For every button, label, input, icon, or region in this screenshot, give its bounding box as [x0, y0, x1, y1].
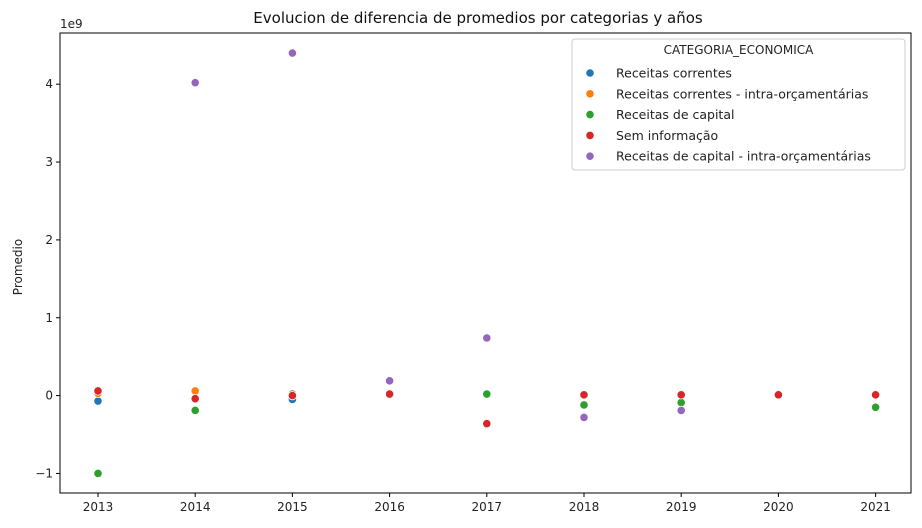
- data-point: [93, 396, 103, 406]
- y-axis-label: Promedio: [11, 239, 25, 295]
- plot-area: 2013 2014 2015 2016 2017 2018 2019 2020 2021 −1 0 1…: [35, 32, 912, 514]
- x-tick-label: 2014: [180, 500, 211, 514]
- x-tick-label: 2013: [83, 500, 114, 514]
- legend-marker: [585, 89, 595, 99]
- x-tick-label: 2018: [569, 500, 600, 514]
- y-tick-label: 0: [45, 389, 53, 403]
- legend-label: Receitas de capital: [616, 107, 734, 122]
- legend-label: Receitas de capital - intra-orçamentária…: [616, 149, 871, 164]
- data-point: [384, 376, 395, 386]
- data-point: [190, 78, 200, 88]
- legend-marker: [585, 110, 595, 120]
- y-offset-label: 1e9: [60, 17, 83, 31]
- legend-marker: [585, 130, 595, 140]
- x-tick-label: 2015: [277, 500, 308, 514]
- data-point: [482, 333, 492, 343]
- legend: CATEGORIA_ECONOMICA Receitas correntes Rec…: [571, 38, 906, 171]
- legend-marker: [585, 151, 595, 161]
- legend-title: CATEGORIA_ECONOMICA: [664, 43, 814, 57]
- data-point: [93, 468, 103, 479]
- data-point: [482, 419, 492, 429]
- legend-box: [571, 38, 906, 171]
- x-tick-label: 2017: [472, 500, 503, 514]
- x-tick-label: 2016: [374, 500, 405, 514]
- y-tick-label: 2: [45, 233, 53, 247]
- data-point: [676, 390, 686, 400]
- legend-marker: [585, 68, 595, 78]
- data-point: [870, 390, 881, 400]
- data-point: [190, 405, 200, 415]
- legend-label: Receitas correntes: [616, 66, 732, 81]
- x-tick-label: 2021: [860, 500, 891, 514]
- data-point: [676, 405, 686, 415]
- data-point: [579, 400, 589, 410]
- data-point: [93, 386, 103, 396]
- data-point: [676, 398, 686, 408]
- y-tick-label: 3: [45, 155, 53, 169]
- data-point: [384, 389, 395, 399]
- data-point: [190, 394, 200, 404]
- data-point: [287, 48, 297, 58]
- data-point: [579, 412, 589, 422]
- legend-label: Sem informação: [616, 128, 718, 143]
- legend-label: Receitas correntes - intra-orçamentárias: [616, 86, 868, 101]
- data-point: [870, 402, 881, 412]
- x-tick-label: 2020: [763, 500, 794, 514]
- data-point: [482, 389, 492, 399]
- data-point: [579, 390, 589, 400]
- y-tick-label: 4: [45, 77, 53, 91]
- data-point: [287, 390, 297, 401]
- chart-title: Evolucion de diferencia de promedios por…: [253, 9, 703, 27]
- y-tick-label: 1: [45, 311, 53, 325]
- data-point: [190, 386, 200, 396]
- data-point: [773, 390, 784, 400]
- x-tick-label: 2019: [666, 500, 697, 514]
- plot-frame: [59, 32, 912, 494]
- y-tick-label: −1: [35, 466, 53, 480]
